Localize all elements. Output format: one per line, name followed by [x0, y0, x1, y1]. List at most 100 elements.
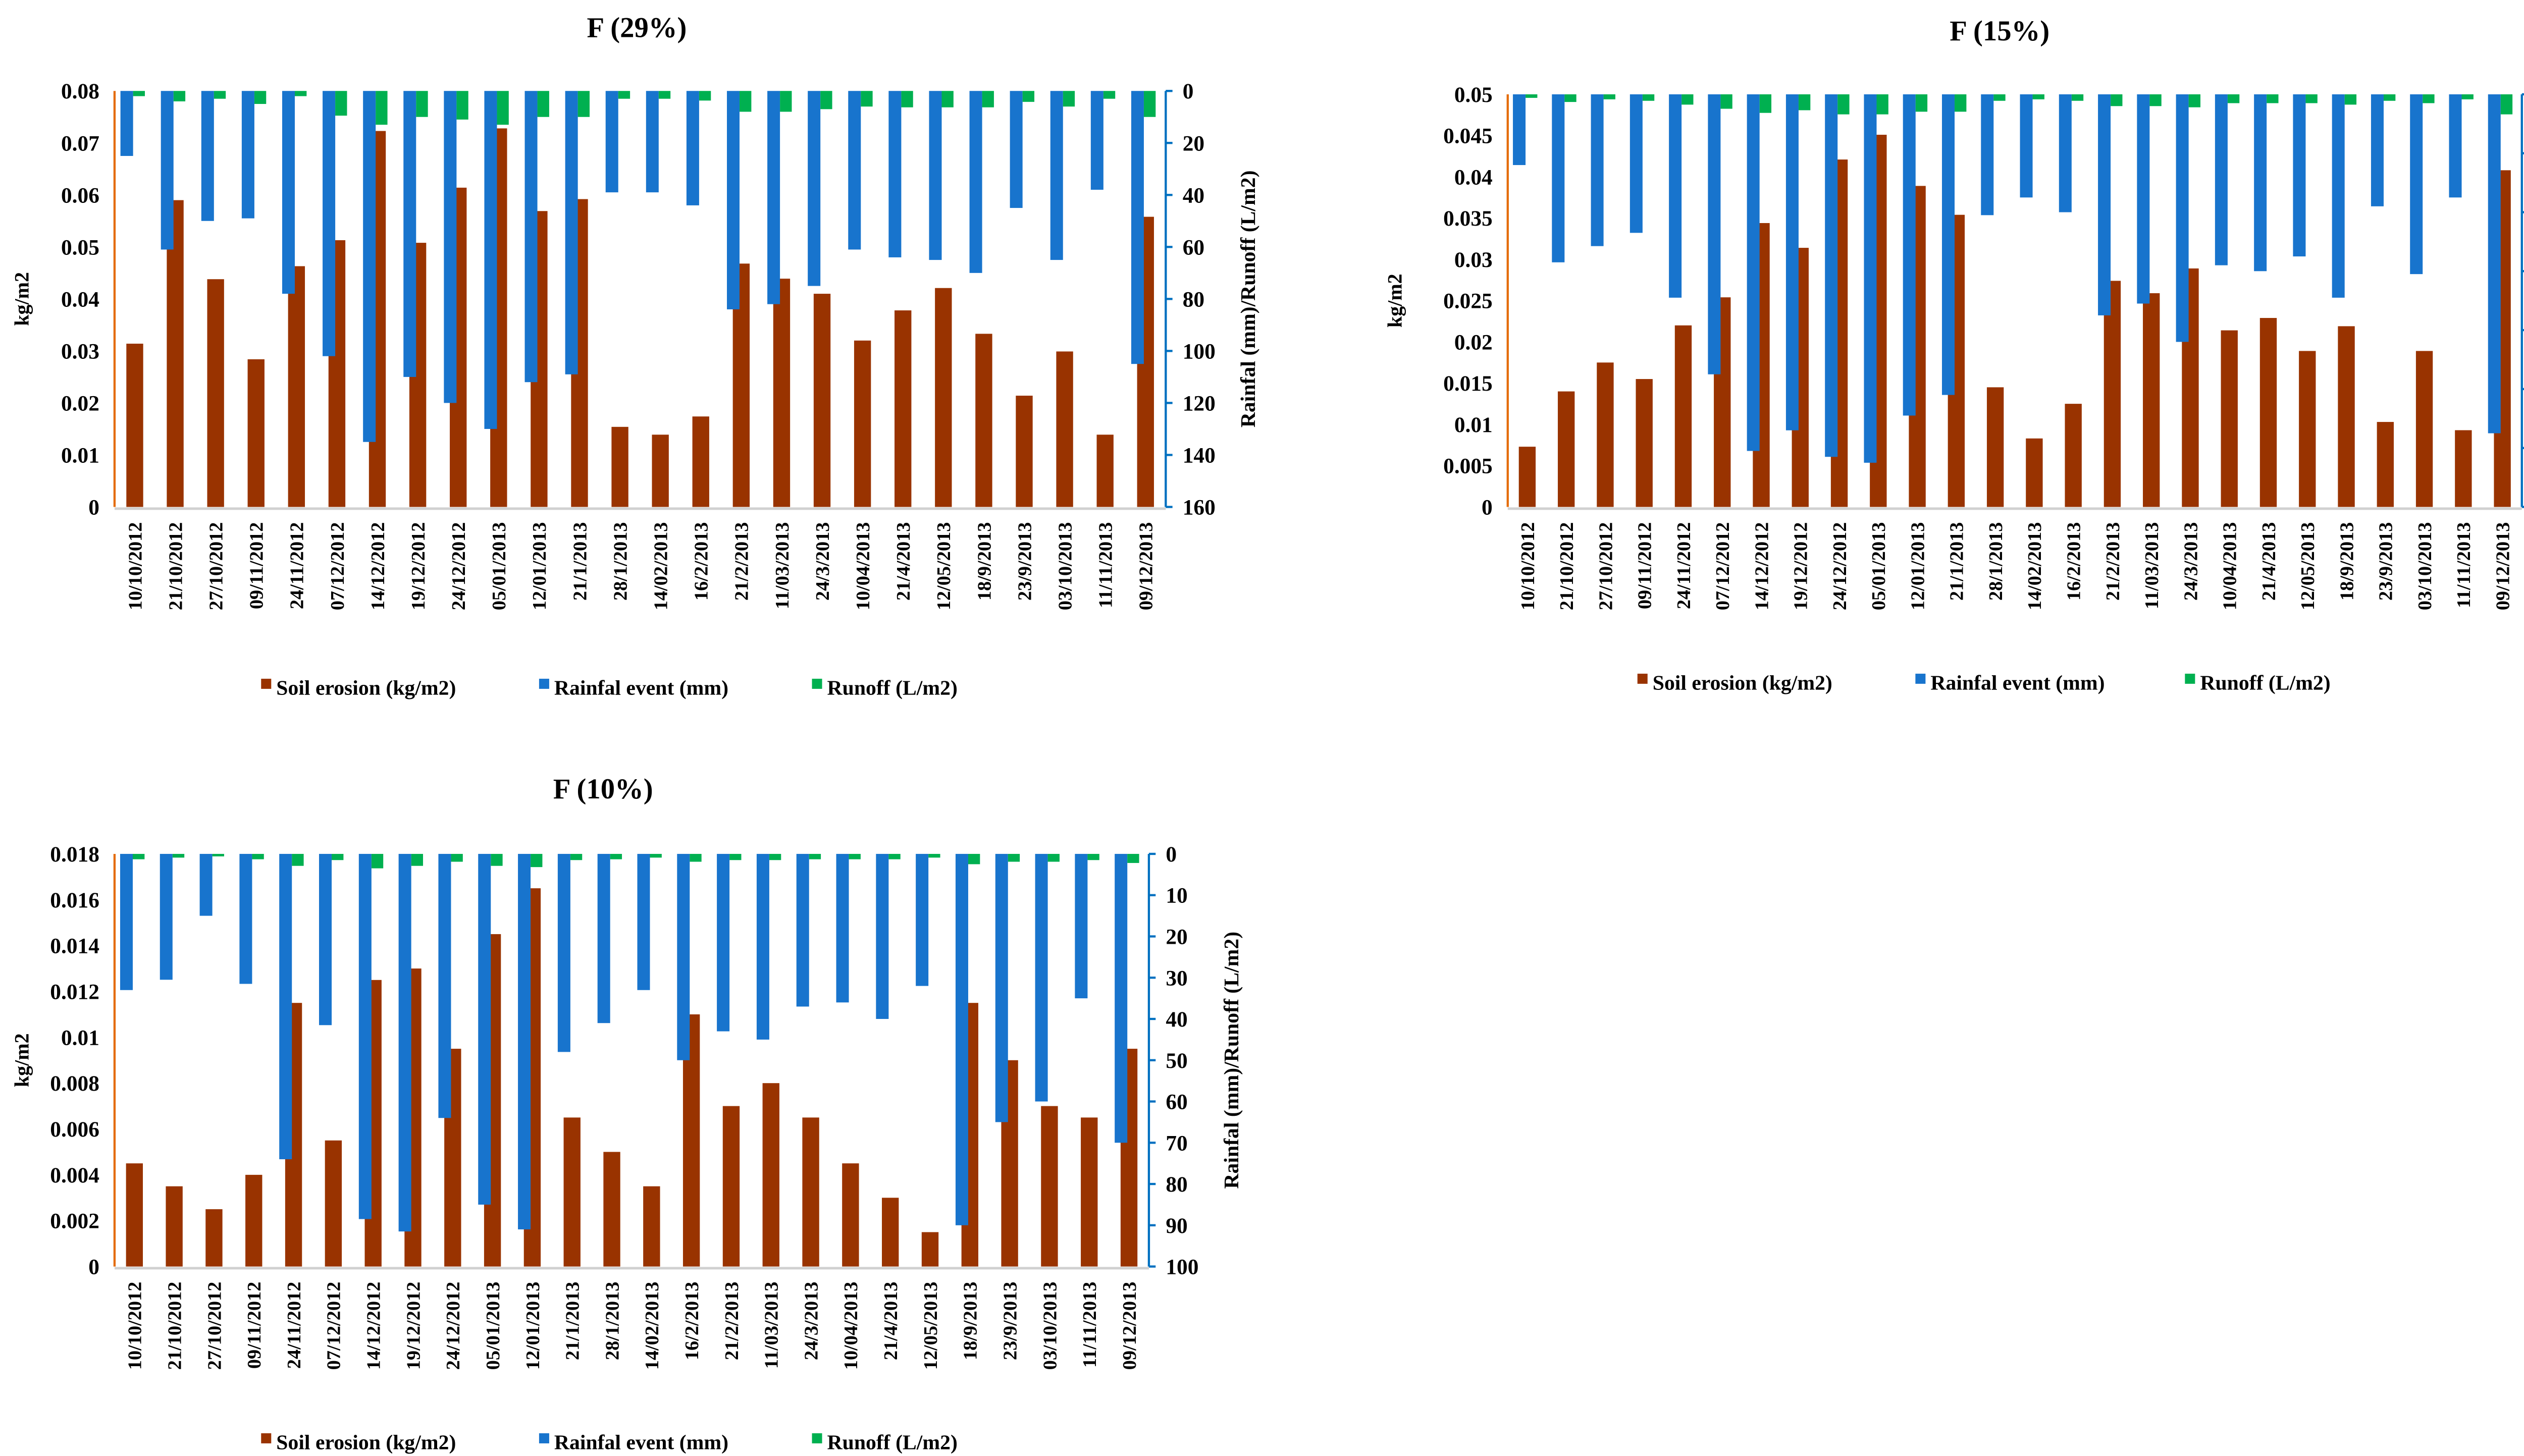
y2-tick-label: 30 — [1166, 966, 1187, 990]
bar-rainfall — [836, 853, 849, 1003]
bar-runoff — [861, 91, 873, 107]
x-tick-label: 24/11/2012 — [1673, 522, 1695, 610]
y-axis-title: kg/m2 — [11, 1033, 33, 1087]
bar-rainfall — [2332, 94, 2345, 298]
bar-runoff — [740, 91, 752, 112]
y-tick-label: 0.01 — [61, 443, 99, 467]
y-tick-label: 0.006 — [50, 1117, 99, 1142]
bar-runoff — [650, 853, 662, 858]
bar-soil-erosion — [2338, 326, 2355, 507]
bar-rainfall — [2098, 94, 2111, 315]
bar-rainfall — [677, 853, 690, 1060]
bar-runoff — [212, 853, 224, 856]
bar-soil-erosion — [2104, 281, 2121, 507]
bar-rainfall — [363, 91, 376, 442]
bar-soil-erosion — [1674, 325, 1692, 507]
bar-rainfall — [2449, 94, 2462, 198]
bar-runoff — [2267, 94, 2279, 103]
x-tick-label: 21/10/2012 — [1556, 522, 1578, 611]
bar-rainfall — [2059, 94, 2072, 212]
bar-runoff — [769, 853, 781, 860]
chart-title: F (15%) — [1950, 15, 2049, 47]
bar-rainfall — [160, 853, 173, 980]
bar-runoff — [968, 853, 980, 865]
x-tick-label: 09/12/2013 — [2492, 522, 2513, 611]
y-tick-label: 0 — [1482, 496, 1493, 520]
x-tick-label: 12/05/2013 — [933, 522, 955, 611]
x-tick-label: 21/2/2013 — [731, 522, 753, 601]
x-tick-label: 10/10/2012 — [125, 1282, 146, 1370]
bar-rainfall — [120, 853, 133, 990]
y2-tick-label: 100 — [1166, 1255, 1198, 1279]
bar-runoff — [254, 91, 267, 104]
chart-title: F (29%) — [587, 12, 687, 43]
bar-runoff — [491, 853, 503, 866]
x-tick-label: 23/9/2013 — [1000, 1282, 1021, 1361]
bar-runoff — [780, 91, 792, 112]
bar-runoff — [928, 853, 940, 858]
bar-rainfall — [1115, 853, 1128, 1143]
x-tick-label: 11/03/2013 — [2141, 522, 2163, 610]
x-tick-label: 28/1/2013 — [610, 522, 631, 601]
y2-tick-label: 120 — [1183, 391, 1216, 415]
bar-rainfall — [1010, 91, 1023, 208]
bar-rainfall — [557, 853, 570, 1052]
y-tick-label: 0.025 — [1443, 289, 1493, 313]
x-tick-label: 21/1/2013 — [569, 522, 591, 601]
bar-soil-erosion — [611, 426, 628, 507]
bar-rainfall — [1864, 94, 1877, 463]
bar-rainfall — [876, 853, 889, 1019]
x-tick-label: 11/11/2013 — [1095, 522, 1117, 609]
y-tick-label: 0.07 — [61, 131, 99, 155]
bar-soil-erosion — [2143, 293, 2160, 507]
x-tick-label: 05/01/2013 — [1868, 522, 1889, 611]
bar-soil-erosion — [126, 1163, 143, 1267]
bar-rainfall — [1825, 94, 1838, 457]
x-tick-label: 03/10/2013 — [1039, 1282, 1061, 1370]
x-tick-label: 24/11/2012 — [284, 1282, 305, 1369]
bar-rainfall — [767, 91, 780, 304]
bar-runoff — [132, 853, 145, 859]
y2-tick-label: 50 — [1166, 1049, 1187, 1073]
bar-rainfall — [1131, 91, 1144, 364]
bar-runoff — [1063, 91, 1075, 107]
bar-rainfall — [1629, 94, 1643, 233]
bar-rainfall — [597, 853, 610, 1023]
bar-runoff — [1564, 94, 1576, 102]
bar-rainfall — [686, 91, 699, 205]
y2-tick-label: 20 — [1183, 131, 1204, 155]
chart-title: F (10%) — [553, 773, 653, 805]
bar-soil-erosion — [167, 200, 184, 507]
x-tick-label: 24/12/2012 — [448, 522, 469, 611]
bar-soil-erosion — [1081, 1117, 1098, 1267]
bar-rainfall — [2215, 94, 2228, 265]
bar-rainfall — [717, 853, 730, 1032]
x-tick-label: 21/4/2013 — [2258, 522, 2280, 601]
bar-rainfall — [323, 91, 336, 356]
bar-runoff — [982, 91, 994, 107]
bar-rainfall — [358, 853, 372, 1219]
bar-rainfall — [2371, 94, 2384, 206]
x-tick-label: 10/04/2013 — [853, 522, 874, 611]
bar-soil-erosion — [1518, 447, 1536, 507]
bar-runoff — [295, 91, 307, 96]
y2-tick-label: 40 — [1183, 183, 1204, 207]
bar-rainfall — [565, 91, 578, 374]
x-tick-label: 12/05/2013 — [2297, 522, 2319, 611]
bar-rainfall — [756, 853, 769, 1040]
bar-runoff — [820, 91, 832, 110]
bar-rainfall — [279, 853, 292, 1159]
bar-rainfall — [2254, 94, 2267, 272]
bar-runoff — [1526, 94, 1538, 98]
bar-rainfall — [888, 91, 902, 257]
x-tick-label: 21/10/2012 — [164, 1282, 185, 1370]
bar-runoff — [1642, 94, 1655, 101]
x-tick-label: 03/10/2013 — [2414, 522, 2436, 611]
bar-soil-erosion — [1597, 362, 1614, 507]
legend-label: Soil erosion (kg/m2) — [1653, 672, 1832, 695]
x-tick-label: 18/9/2013 — [2336, 522, 2357, 601]
legend-label: Soil erosion (kg/m2) — [276, 1431, 456, 1454]
bar-rainfall — [241, 91, 254, 219]
legend-label: Rainfal event (mm) — [554, 1431, 728, 1454]
legend-swatch-0 — [261, 1433, 272, 1443]
